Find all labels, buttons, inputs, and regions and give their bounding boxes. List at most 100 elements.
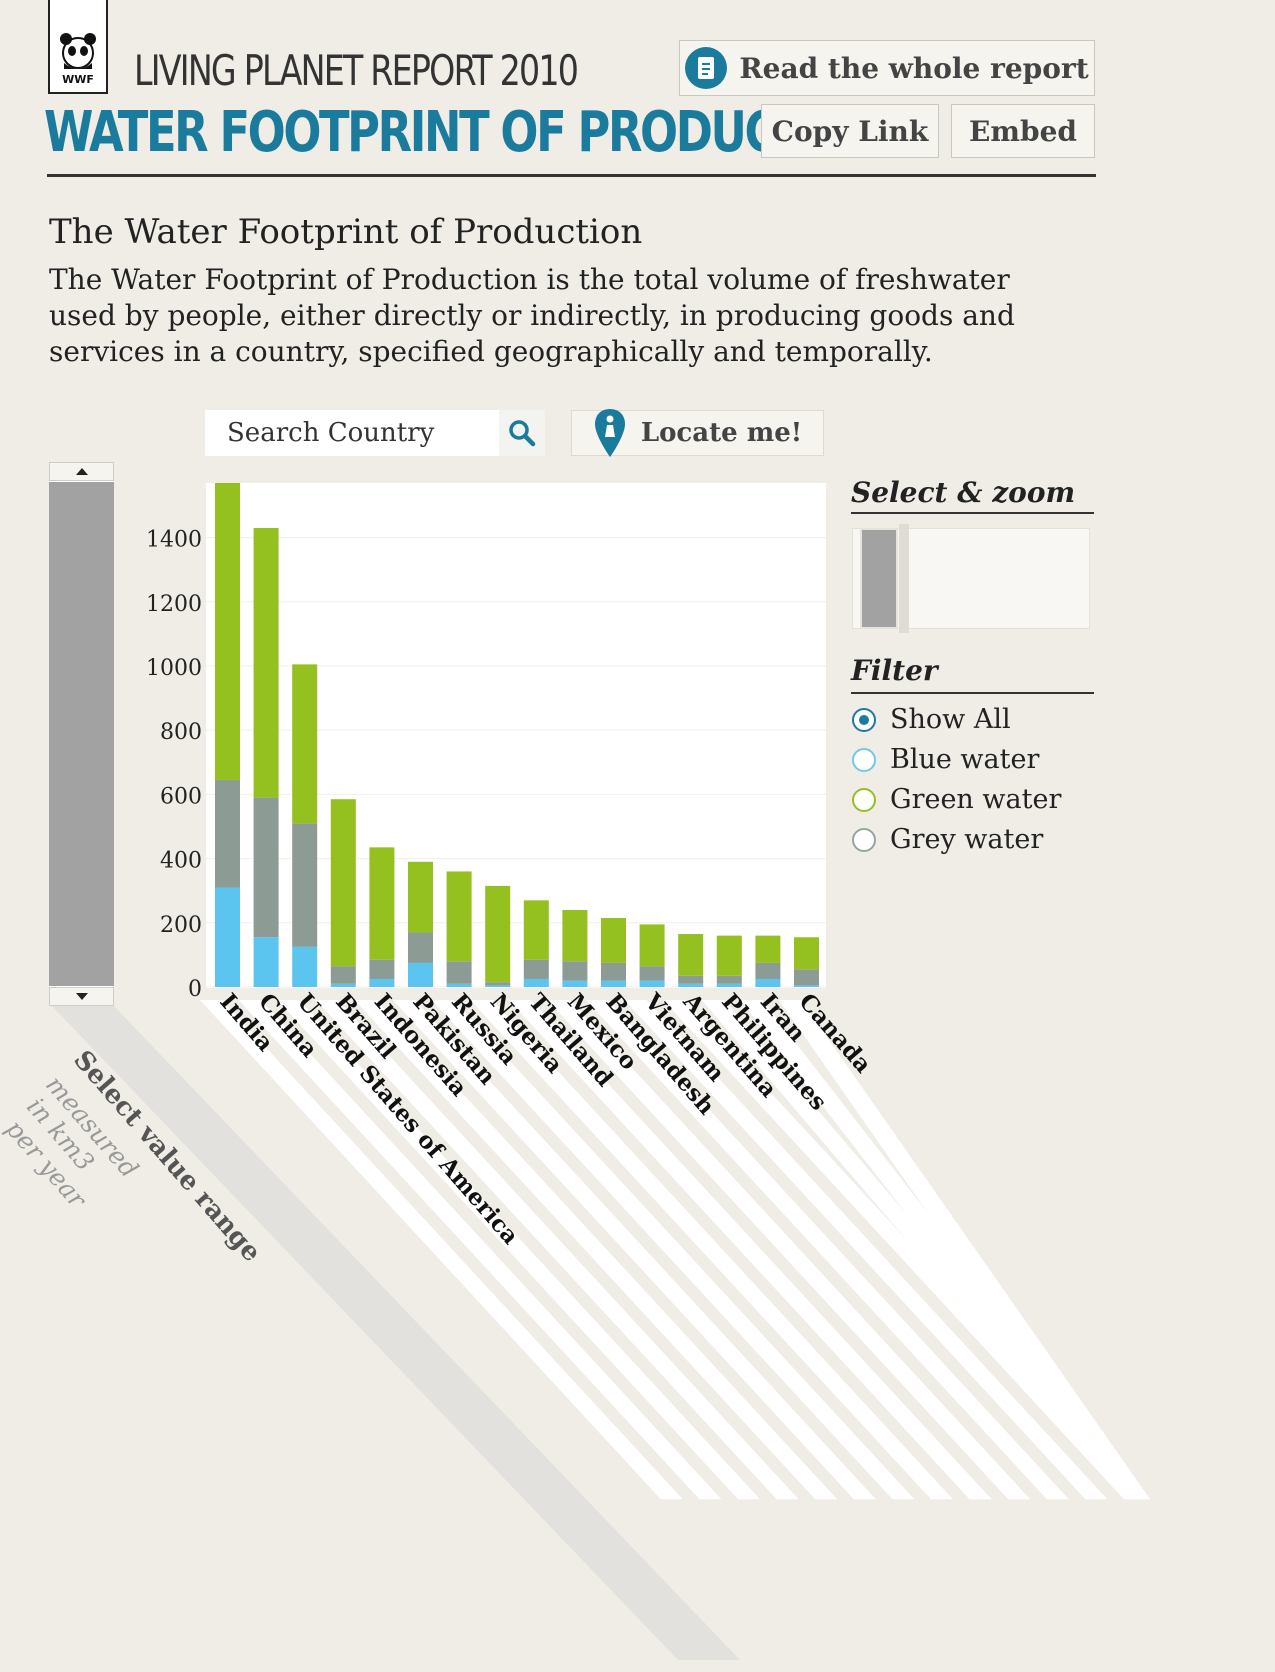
bar-segment[interactable]	[639, 966, 665, 981]
bar-segment[interactable]	[446, 961, 472, 984]
wwf-logo: WWF	[48, 0, 108, 94]
bar-segment[interactable]	[215, 887, 240, 987]
embed-button[interactable]: Embed	[951, 104, 1095, 158]
bar-segment[interactable]	[601, 962, 626, 981]
section-description: The Water Footprint of Production is the…	[49, 263, 1015, 368]
bar-segment[interactable]	[215, 483, 240, 780]
bar-segment[interactable]	[446, 983, 472, 987]
section-title: The Water Footprint of Production	[49, 212, 643, 252]
bar-segment[interactable]	[755, 935, 781, 963]
radio-icon[interactable]	[852, 747, 876, 772]
bar-segment[interactable]	[330, 966, 356, 984]
bar-segment[interactable]	[446, 871, 472, 962]
slider-down-button[interactable]	[49, 987, 114, 1006]
bar-segment[interactable]	[369, 847, 395, 960]
bar-segment[interactable]	[755, 978, 781, 987]
filter-title: Filter	[851, 654, 938, 687]
bar-segment[interactable]	[601, 980, 626, 987]
search-button[interactable]	[499, 410, 545, 456]
bar-segment[interactable]	[292, 946, 318, 987]
page-title: WATER FOOTPRINT OF PRODUCTION	[44, 100, 891, 165]
bar-segment[interactable]	[794, 985, 819, 987]
bar-segment[interactable]	[215, 779, 240, 888]
bar-segment[interactable]	[716, 935, 742, 976]
filter-option[interactable]: Green water	[852, 784, 1061, 815]
bar-segment[interactable]	[253, 937, 279, 987]
bar-segment[interactable]	[408, 861, 433, 933]
search-icon	[509, 420, 536, 447]
search-box	[205, 410, 545, 456]
bar-segment[interactable]	[485, 982, 511, 986]
bar-segment[interactable]	[562, 961, 588, 981]
bar-segment[interactable]	[485, 885, 511, 983]
filter-option[interactable]: Show All	[852, 704, 1011, 735]
bar-segment[interactable]	[794, 937, 819, 970]
zoom-handle[interactable]	[860, 528, 898, 629]
arrow-up-icon	[75, 468, 88, 475]
bar-segment[interactable]	[639, 980, 665, 987]
y-tick-label: 400	[160, 849, 202, 874]
bar-segment[interactable]	[485, 985, 511, 987]
bar-segment[interactable]	[562, 980, 588, 987]
bar-segment[interactable]	[716, 975, 742, 984]
read-report-button[interactable]: Read the whole report	[679, 40, 1095, 96]
y-tick-label: 1400	[146, 528, 202, 553]
filter-divider	[851, 692, 1094, 694]
bar-segment[interactable]	[678, 934, 704, 976]
filter-label: Green water	[890, 784, 1062, 815]
locate-me-label: Locate me!	[640, 418, 803, 448]
radio-icon[interactable]	[852, 787, 876, 812]
bar-segment[interactable]	[408, 932, 433, 963]
slider-up-button[interactable]	[49, 462, 114, 481]
bar-segment[interactable]	[523, 900, 549, 960]
radio-icon[interactable]	[852, 707, 876, 732]
bar-segment[interactable]	[639, 924, 665, 967]
bar-segment[interactable]	[369, 978, 395, 987]
bar-segment[interactable]	[601, 917, 626, 963]
select-zoom-title: Select & zoom	[851, 476, 1076, 509]
filter-option[interactable]: Grey water	[852, 824, 1043, 855]
read-report-label: Read the whole report	[739, 51, 1089, 85]
y-tick-label: 1200	[146, 592, 202, 617]
search-input[interactable]	[205, 410, 509, 456]
bar-segment[interactable]	[330, 983, 356, 987]
bar-segment[interactable]	[253, 797, 279, 938]
bar-segment[interactable]	[408, 962, 433, 987]
zoom-divider	[851, 512, 1094, 514]
panda-icon	[60, 33, 96, 69]
bar-segment[interactable]	[678, 975, 704, 984]
bar-segment[interactable]	[755, 962, 781, 979]
copy-link-button[interactable]: Copy Link	[761, 104, 939, 158]
bar-segment[interactable]	[716, 983, 742, 987]
report-title: LIVING PLANET REPORT 2010	[134, 46, 579, 95]
arrow-down-icon	[75, 993, 88, 1000]
filter-label: Blue water	[890, 744, 1040, 775]
filter-option[interactable]: Blue water	[852, 744, 1039, 775]
y-tick-label: 0	[188, 977, 202, 1002]
zoom-handle-edge[interactable]	[899, 524, 909, 633]
radio-icon[interactable]	[852, 827, 876, 852]
bar-segment[interactable]	[369, 959, 395, 979]
document-icon	[685, 47, 728, 89]
bar-segment[interactable]	[330, 799, 356, 967]
locate-me-button[interactable]: Locate me!	[571, 409, 824, 457]
y-tick-label: 800	[160, 720, 202, 745]
bar-segment[interactable]	[562, 909, 588, 962]
bar-segment[interactable]	[794, 969, 819, 986]
y-tick-label: 200	[160, 913, 202, 938]
filter-label: Grey water	[890, 824, 1044, 855]
logo-text: WWF	[62, 73, 94, 86]
bar-segment[interactable]	[292, 823, 318, 947]
bar-segment[interactable]	[253, 527, 279, 798]
bar-segment[interactable]	[292, 664, 318, 824]
y-tick-label: 1000	[146, 656, 202, 681]
bar-segment[interactable]	[678, 983, 704, 987]
y-tick-label: 600	[160, 784, 202, 809]
bar-segment[interactable]	[523, 959, 549, 979]
location-pin-icon	[594, 409, 625, 457]
filter-label: Show All	[890, 704, 1011, 735]
value-range-handle[interactable]	[49, 482, 114, 986]
radio-selected-dot	[859, 714, 869, 725]
bar-segment[interactable]	[523, 978, 549, 987]
